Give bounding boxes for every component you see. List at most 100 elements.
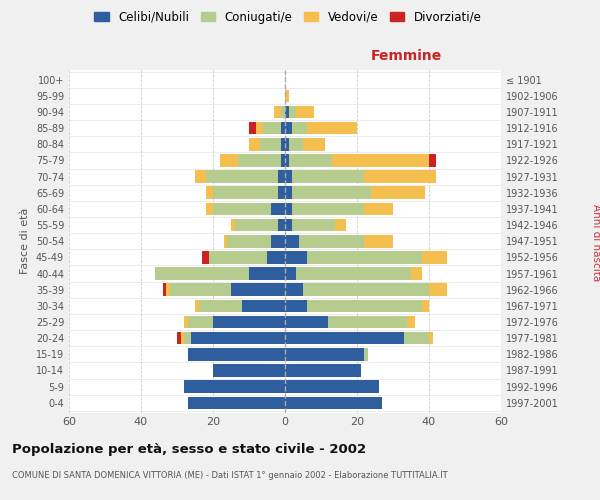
Bar xyxy=(296,106,314,118)
Bar xyxy=(202,251,209,264)
Bar xyxy=(285,235,299,248)
Bar xyxy=(249,138,260,150)
Bar xyxy=(285,380,379,393)
Bar xyxy=(364,170,436,183)
Bar xyxy=(285,316,328,328)
Bar xyxy=(328,316,407,328)
Bar xyxy=(249,268,285,280)
Bar xyxy=(213,202,271,215)
Legend: Celibi/Nubili, Coniugati/e, Vedovi/e, Divorziati/e: Celibi/Nubili, Coniugati/e, Vedovi/e, Di… xyxy=(89,6,487,28)
Bar xyxy=(231,219,235,232)
Bar xyxy=(170,284,231,296)
Bar xyxy=(231,284,285,296)
Bar xyxy=(184,332,191,344)
Bar xyxy=(285,90,289,102)
Bar xyxy=(184,380,285,393)
Bar xyxy=(335,219,346,232)
Bar xyxy=(285,122,292,134)
Bar xyxy=(206,186,213,199)
Text: Anni di nascita: Anni di nascita xyxy=(591,204,600,281)
Bar xyxy=(188,348,285,360)
Bar xyxy=(285,154,289,167)
Bar xyxy=(195,170,206,183)
Bar xyxy=(364,235,393,248)
Bar xyxy=(289,138,303,150)
Bar xyxy=(166,284,170,296)
Bar xyxy=(303,284,429,296)
Bar xyxy=(292,170,364,183)
Bar xyxy=(285,300,307,312)
Bar xyxy=(213,364,285,377)
Bar xyxy=(278,219,285,232)
Bar xyxy=(188,316,213,328)
Bar xyxy=(303,138,325,150)
Bar xyxy=(289,106,296,118)
Text: Femmine: Femmine xyxy=(370,49,442,63)
Text: COMUNE DI SANTA DOMENICA VITTORIA (ME) - Dati ISTAT 1° gennaio 2002 - Elaborazio: COMUNE DI SANTA DOMENICA VITTORIA (ME) -… xyxy=(12,471,448,480)
Bar xyxy=(267,251,285,264)
Bar xyxy=(307,300,422,312)
Bar xyxy=(285,396,382,409)
Bar xyxy=(292,186,371,199)
Bar xyxy=(281,122,285,134)
Bar xyxy=(271,235,285,248)
Bar xyxy=(209,251,267,264)
Bar xyxy=(281,154,285,167)
Bar xyxy=(429,332,433,344)
Bar xyxy=(278,186,285,199)
Bar xyxy=(411,268,422,280)
Bar xyxy=(285,348,364,360)
Bar xyxy=(281,106,285,118)
Bar xyxy=(195,300,199,312)
Bar xyxy=(206,170,278,183)
Bar xyxy=(260,138,281,150)
Bar xyxy=(242,300,285,312)
Bar xyxy=(155,268,249,280)
Bar xyxy=(307,251,422,264)
Bar xyxy=(296,268,411,280)
Bar xyxy=(163,284,166,296)
Bar xyxy=(213,186,278,199)
Bar xyxy=(227,235,271,248)
Bar xyxy=(263,122,281,134)
Bar xyxy=(199,300,242,312)
Bar xyxy=(285,251,307,264)
Text: Popolazione per età, sesso e stato civile - 2002: Popolazione per età, sesso e stato civil… xyxy=(12,442,366,456)
Bar xyxy=(332,154,429,167)
Bar xyxy=(429,284,447,296)
Bar xyxy=(285,138,289,150)
Bar xyxy=(249,122,256,134)
Bar xyxy=(278,170,285,183)
Bar xyxy=(220,154,238,167)
Bar xyxy=(285,219,292,232)
Bar xyxy=(213,316,285,328)
Bar xyxy=(206,202,213,215)
Bar xyxy=(285,364,361,377)
Bar xyxy=(285,106,289,118)
Bar xyxy=(364,202,393,215)
Bar xyxy=(371,186,425,199)
Bar xyxy=(422,300,429,312)
Bar xyxy=(364,348,368,360)
Bar xyxy=(188,396,285,409)
Bar xyxy=(235,219,278,232)
Bar xyxy=(177,332,181,344)
Bar xyxy=(404,332,429,344)
Bar xyxy=(184,316,188,328)
Bar xyxy=(429,154,436,167)
Bar xyxy=(407,316,415,328)
Bar xyxy=(281,138,285,150)
Bar xyxy=(238,154,281,167)
Bar xyxy=(285,332,404,344)
Bar xyxy=(285,186,292,199)
Bar xyxy=(181,332,184,344)
Bar xyxy=(292,122,307,134)
Bar xyxy=(285,202,292,215)
Bar xyxy=(271,202,285,215)
Bar xyxy=(292,219,335,232)
Bar xyxy=(422,251,447,264)
Bar xyxy=(285,170,292,183)
Bar xyxy=(256,122,263,134)
Bar xyxy=(285,284,303,296)
Bar xyxy=(307,122,357,134)
